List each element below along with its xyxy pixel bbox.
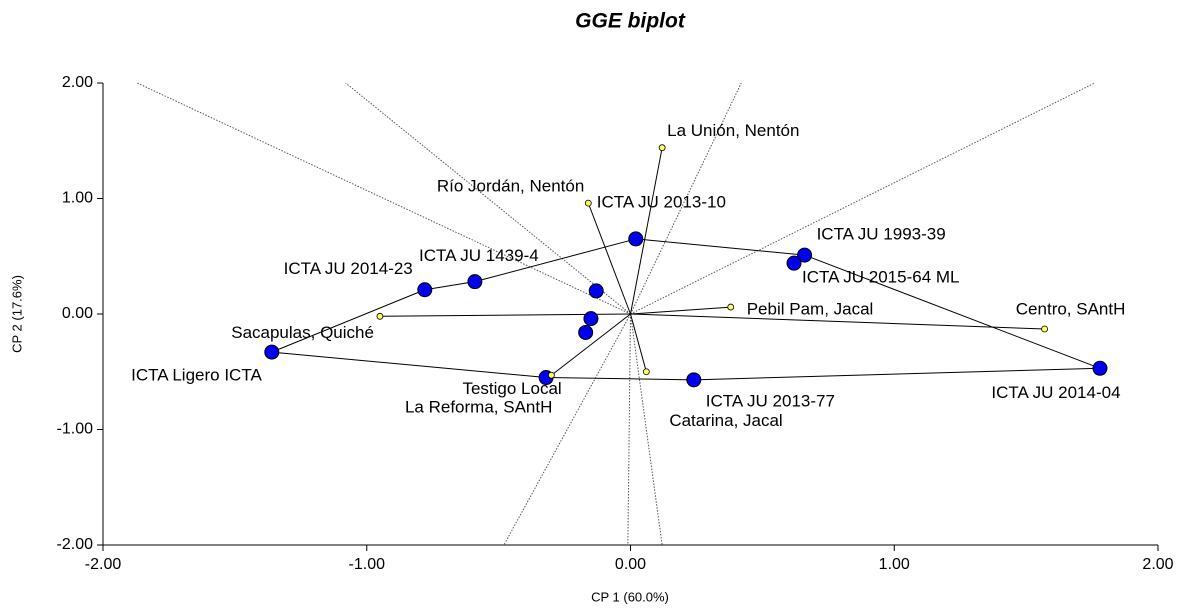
genotype-point bbox=[628, 231, 644, 247]
genotype-point bbox=[1092, 360, 1108, 376]
sector-ray bbox=[627, 313, 631, 546]
x-tick-label: -2.00 bbox=[85, 556, 122, 573]
genotype-point bbox=[467, 274, 483, 290]
y-tick-label: 2.00 bbox=[62, 74, 93, 91]
environment-point bbox=[1041, 325, 1048, 333]
genotype-point bbox=[578, 324, 594, 340]
x-tick-label: 0.00 bbox=[615, 556, 646, 573]
genotype-point bbox=[786, 255, 802, 271]
hull-edge bbox=[424, 281, 475, 291]
environment-vector bbox=[551, 313, 631, 376]
genotype-point bbox=[264, 344, 280, 360]
sector-ray bbox=[503, 313, 631, 546]
environment-vector bbox=[587, 202, 631, 315]
environment-point bbox=[584, 199, 592, 207]
environment-vector bbox=[630, 306, 731, 315]
genotype-point bbox=[686, 372, 702, 388]
hull-edge bbox=[271, 351, 547, 379]
genotype-label: ICTA JU 1993-39 bbox=[817, 225, 946, 244]
genotype-point bbox=[588, 283, 604, 299]
environment-point bbox=[547, 371, 555, 379]
environment-point bbox=[376, 312, 384, 320]
environment-point bbox=[642, 368, 650, 376]
hull-edge bbox=[271, 289, 425, 353]
genotype-point bbox=[417, 282, 433, 298]
environment-point bbox=[658, 144, 666, 152]
genotype-label: ICTA JU 2014-04 bbox=[991, 383, 1120, 402]
environment-vector bbox=[630, 313, 1045, 330]
y-tick-label: 0.00 bbox=[62, 305, 93, 322]
x-tick-label: -1.00 bbox=[349, 556, 386, 573]
hull-edge bbox=[693, 367, 1100, 381]
genotype-label: ICTA JU 1439-4 bbox=[419, 246, 539, 265]
genotype-label: ICTA JU 2013-77 bbox=[706, 391, 835, 410]
sector-ray bbox=[345, 82, 631, 315]
chart-title: GGE biplot bbox=[575, 10, 686, 33]
x-axis-label: CP 1 (60.0%) bbox=[591, 589, 669, 604]
environment-label: La Unión, Nentón bbox=[667, 121, 799, 140]
genotype-label: ICTA JU 2015-64 ML bbox=[802, 268, 959, 287]
genotype-point bbox=[797, 247, 813, 263]
environment-label: Centro, SAntH bbox=[1016, 299, 1126, 318]
genotype-label: ICTA JU 2013-10 bbox=[597, 192, 726, 211]
environment-point bbox=[727, 303, 735, 311]
y-tick-label: -1.00 bbox=[57, 421, 94, 438]
sector-ray bbox=[630, 82, 742, 315]
hull-edge bbox=[635, 238, 805, 256]
environment-label: Pebil Pam, Jacal bbox=[747, 300, 874, 319]
genotype-label: Testigo Local bbox=[462, 379, 561, 398]
y-tick-label: -2.00 bbox=[57, 536, 94, 553]
environment-label: Río Jordán, Nentón bbox=[437, 177, 584, 196]
environment-label: La Reforma, SAntH bbox=[405, 398, 552, 417]
sector-ray bbox=[630, 313, 663, 546]
hull-edge bbox=[474, 238, 636, 283]
hull-edge bbox=[804, 254, 1101, 369]
sector-ray bbox=[630, 82, 1095, 315]
x-tick-label: 1.00 bbox=[879, 556, 910, 573]
environment-vector bbox=[630, 313, 647, 372]
x-tick-label: 2.00 bbox=[1142, 556, 1173, 573]
environment-label: Sacapulas, Quiché bbox=[231, 323, 374, 342]
sector-ray bbox=[137, 82, 631, 315]
y-tick-label: 1.00 bbox=[62, 190, 93, 207]
environment-label: Catarina, Jacal bbox=[669, 411, 782, 430]
environment-vector bbox=[630, 147, 663, 315]
y-axis-label: CP 2 (17.6%) bbox=[9, 275, 24, 353]
genotype-label: ICTA JU 2014-23 bbox=[284, 259, 413, 278]
genotype-label: ICTA Ligero ICTA bbox=[131, 366, 262, 385]
genotype-point bbox=[583, 311, 599, 327]
hull-edge bbox=[546, 377, 694, 381]
